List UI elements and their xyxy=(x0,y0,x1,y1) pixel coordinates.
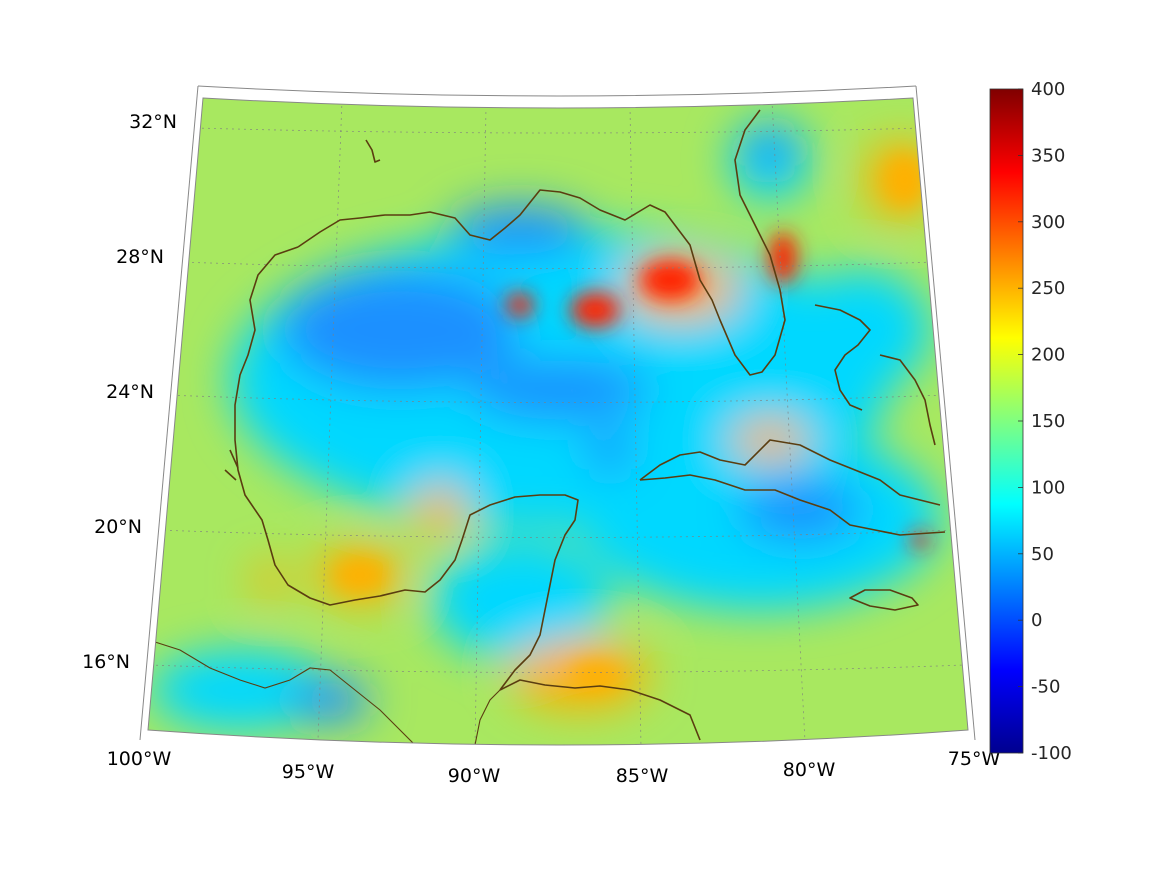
map-frame xyxy=(147,97,969,746)
colorbar-tick-label: 100 xyxy=(1031,477,1065,498)
coastlines xyxy=(224,109,946,741)
field-maxima xyxy=(335,155,930,689)
borders xyxy=(154,641,501,745)
lon-label-100: 100°W xyxy=(107,748,172,770)
lon-label-80: 80°W xyxy=(783,759,836,781)
colorbar-tick-label: 0 xyxy=(1031,610,1042,631)
graticule xyxy=(149,99,966,745)
colorbar-tick-label: 50 xyxy=(1031,544,1054,565)
lon-label-90: 90°W xyxy=(448,765,501,787)
lon-label-95: 95°W xyxy=(282,761,335,783)
colorbar-tick-label: 200 xyxy=(1031,345,1065,366)
colorbar-tick-label: 150 xyxy=(1031,411,1065,432)
colorbar-gradient xyxy=(989,88,1024,754)
lat-label-32: 32°N xyxy=(129,111,177,133)
lat-label-24: 24°N xyxy=(106,381,154,403)
lat-label-16: 16°N xyxy=(82,651,130,673)
lon-label-85: 85°W xyxy=(616,765,669,787)
field-anomalies xyxy=(150,120,940,730)
colorbar-tick-label: -100 xyxy=(1031,743,1072,764)
colorbar: 400 350 300 250 200 150 100 50 0 -50 -100 xyxy=(989,79,1072,764)
colorbar-ticks: 400 350 300 250 200 150 100 50 0 -50 -100 xyxy=(1018,79,1072,764)
colorbar-tick-label: 300 xyxy=(1031,212,1065,233)
latitude-labels: 32°N 28°N 24°N 20°N 16°N xyxy=(82,111,177,673)
lon-label-75: 75°W xyxy=(948,748,1001,770)
colorbar-tick-label: -50 xyxy=(1031,677,1060,698)
lat-label-20: 20°N xyxy=(94,516,142,538)
map-area xyxy=(148,98,968,745)
lat-label-28: 28°N xyxy=(116,246,164,268)
colorbar-tick-label: 400 xyxy=(1031,79,1065,100)
colorbar-tick-label: 350 xyxy=(1031,145,1065,166)
longitude-labels: 100°W 95°W 90°W 85°W 80°W 75°W xyxy=(107,748,1001,787)
colorbar-tick-label: 250 xyxy=(1031,278,1065,299)
